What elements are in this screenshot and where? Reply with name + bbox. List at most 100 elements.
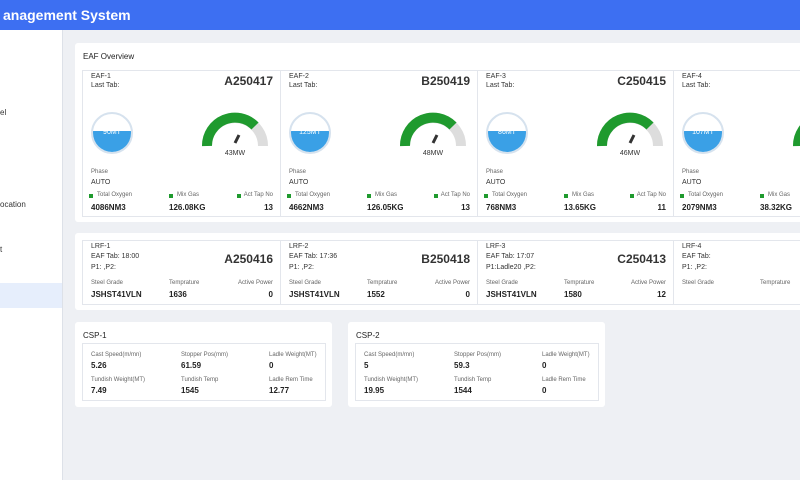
metric-value: 126.08KG bbox=[169, 203, 206, 212]
ladle-weight: 125MT bbox=[299, 129, 321, 136]
legend-dot bbox=[237, 194, 241, 198]
card-name: EAF-2 bbox=[289, 73, 309, 80]
eaf-tab: EAF Tab: 18:00 bbox=[91, 253, 140, 260]
heat-code: A250416 bbox=[224, 252, 273, 266]
ladle-weight: 107MT bbox=[692, 129, 714, 136]
lrf-card: LRF-4 EAF Tab: P1: ,P2: Steel Grade Tempratu… bbox=[673, 240, 800, 305]
metric-value: 13 bbox=[461, 203, 470, 212]
card-name: LRF-3 bbox=[486, 243, 506, 250]
card-name: LRF-2 bbox=[289, 243, 309, 250]
legend-dot bbox=[630, 194, 634, 198]
metric-label: Act Tap No bbox=[243, 192, 273, 198]
metric-value: 1545 bbox=[181, 386, 199, 395]
csp-panel: CSP-2 Cast Speed(m/mn) 5 Stopper Pos(mm) 59.… bbox=[348, 322, 605, 407]
gauge-arc bbox=[399, 112, 457, 147]
metric-label: Steel Grade bbox=[289, 280, 322, 286]
metric-value: 1552 bbox=[367, 290, 385, 299]
metric-value: JSHST41VLN bbox=[289, 290, 340, 299]
metric-value: 13.65KG bbox=[564, 203, 597, 212]
metric-label: Total Oxygen bbox=[295, 192, 331, 198]
metric-value: 5 bbox=[364, 361, 369, 370]
metric-value: 38.32KG bbox=[760, 203, 793, 212]
ladle-weight: 86MT bbox=[498, 129, 516, 136]
active-item bbox=[0, 283, 62, 308]
metric-value: 59.3 bbox=[454, 361, 470, 370]
power: 43MW bbox=[224, 150, 246, 157]
ladle-fill bbox=[93, 131, 131, 152]
metric-label: Total Oxygen bbox=[492, 192, 528, 198]
header: anagement System bbox=[0, 0, 800, 30]
ladle-fill bbox=[488, 131, 526, 152]
eaf-tab: EAF Tab: bbox=[682, 253, 711, 260]
gauge-arc bbox=[201, 112, 259, 147]
csp-panel: CSP-1 Cast Speed(m/mn) 5.26 Stopper Pos(mm)… bbox=[75, 322, 332, 407]
legend-dot bbox=[434, 194, 438, 198]
metric-label: Active Power bbox=[434, 280, 470, 286]
section-title: EAF Overview bbox=[83, 52, 135, 61]
lrf-card: LRF-3 EAF Tab: 17:07 P1:Ladle20 ,P2: C25041… bbox=[477, 240, 675, 305]
ladle-weight: 90MT bbox=[103, 129, 121, 136]
legend-dot bbox=[89, 194, 93, 198]
metric-label: Ladle Rem Time bbox=[269, 377, 313, 383]
metric-label: Ladle Weight(MT) bbox=[542, 352, 590, 358]
heat-code: A250417 bbox=[224, 74, 273, 88]
metric-value: 61.59 bbox=[181, 361, 202, 370]
phase-label: Phase bbox=[91, 169, 109, 175]
metric-value: 1544 bbox=[454, 386, 472, 395]
csp-title: CSP-2 bbox=[356, 331, 380, 340]
last-tab: Last Tab: bbox=[486, 82, 515, 89]
metric-value: 126.05KG bbox=[367, 203, 404, 212]
gauges bbox=[289, 112, 466, 154]
p-info: P1: ,P2: bbox=[682, 264, 707, 271]
lrf-card: LRF-2 EAF Tab: 17:36 P1: ,P2: B250418 Steel … bbox=[280, 240, 479, 305]
metric-value: 19.95 bbox=[364, 386, 385, 395]
metric-label: Steel Grade bbox=[486, 280, 519, 286]
gauge-arc bbox=[596, 112, 654, 147]
metric-label: Tundish Weight(MT) bbox=[91, 377, 146, 383]
card-name: EAF-1 bbox=[91, 73, 111, 80]
metric-value: 12 bbox=[657, 290, 666, 299]
ladle-fill bbox=[684, 131, 722, 152]
metric-value: 0 bbox=[465, 290, 470, 299]
metric-label: Stopper Pos(mm) bbox=[454, 352, 502, 358]
last-tab: Last Tab: bbox=[91, 82, 120, 89]
card-name: EAF-3 bbox=[486, 73, 506, 80]
metric-value: JSHST41VLN bbox=[486, 290, 537, 299]
heat-code: C250415 bbox=[617, 74, 666, 88]
metric-label: Stopper Pos(mm) bbox=[181, 352, 229, 358]
metric-value: JSHST41VLN bbox=[91, 290, 142, 299]
metric-value: 11 bbox=[657, 203, 666, 212]
metric-label: Active Power bbox=[630, 280, 666, 286]
metric-value: 768NM3 bbox=[486, 203, 517, 212]
legend-dot bbox=[367, 194, 371, 198]
metric-label: Mix Gas bbox=[177, 192, 200, 198]
gauges bbox=[91, 112, 268, 154]
sidebar: el ocation t bbox=[0, 30, 63, 480]
metric-label: Mix Gas bbox=[572, 192, 595, 198]
power: 48MW bbox=[422, 150, 444, 157]
p-info: P1:Ladle20 ,P2: bbox=[486, 264, 536, 271]
legend-dot bbox=[169, 194, 173, 198]
metric-label: Steel Grade bbox=[91, 280, 124, 286]
metric-label: Active Power bbox=[237, 280, 273, 286]
csp-box: Cast Speed(m/mn) 5 Stopper Pos(mm) 59.3 Ladl… bbox=[355, 343, 599, 401]
metric-value: 12.77 bbox=[269, 386, 290, 395]
metric-label: Cast Speed(m/mn) bbox=[91, 352, 142, 358]
eaf-card: EAF-3 Last Tab: C250415 86MT 46MW Phase AUTO T… bbox=[477, 70, 675, 217]
metric-label: Cast Speed(m/mn) bbox=[364, 352, 415, 358]
ladle-fill bbox=[291, 131, 329, 152]
eaf-tab: EAF Tab: 17:07 bbox=[486, 253, 535, 260]
metric-label: Total Oxygen bbox=[97, 192, 133, 198]
phase-label: Phase bbox=[289, 169, 307, 175]
metric-value: 7.49 bbox=[91, 386, 107, 395]
metric-label: Temprature bbox=[564, 280, 595, 286]
phase-label: Phase bbox=[486, 169, 504, 175]
metric-value: 13 bbox=[264, 203, 273, 212]
power: 46MW bbox=[619, 150, 641, 157]
nav-item: el bbox=[0, 108, 7, 117]
card-name: LRF-4 bbox=[682, 243, 702, 250]
gauge-arc bbox=[792, 125, 800, 147]
eaf-card: EAF-1 Last Tab: A250417 90MT 43MW Phase AUTO T… bbox=[82, 70, 282, 217]
metric-label: Tundish Temp bbox=[454, 377, 492, 383]
